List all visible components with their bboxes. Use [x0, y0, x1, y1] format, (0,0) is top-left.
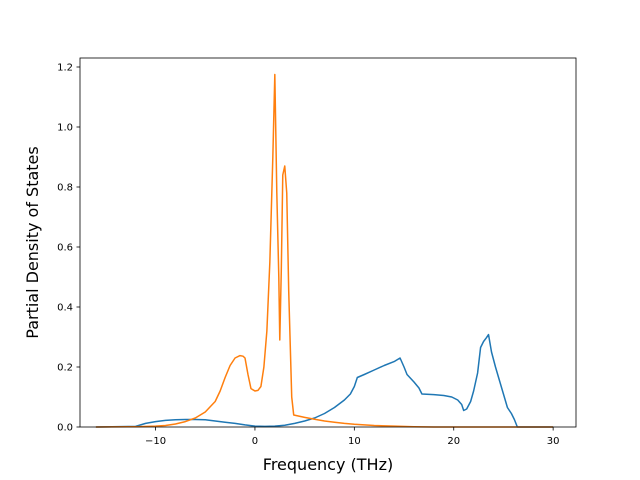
- x-tick-label: −10: [145, 436, 166, 447]
- y-axis-label: Partial Density of States: [23, 146, 42, 338]
- x-tick-label: 30: [547, 436, 560, 447]
- x-tick-label: 20: [447, 436, 460, 447]
- x-tick-label: 10: [348, 436, 361, 447]
- plot-frame: [79, 57, 577, 428]
- x-axis: −10 0 10 20 30: [145, 427, 560, 447]
- x-tick-label: 0: [252, 436, 258, 447]
- y-tick-label: 0.8: [57, 183, 73, 194]
- y-tick-label: 1.0: [57, 123, 73, 134]
- y-tick-label: 0.6: [57, 243, 73, 254]
- y-tick-label: 0.2: [57, 363, 73, 374]
- y-axis: 0.0 0.2 0.4 0.6 0.8 1.0 1.2: [57, 63, 80, 434]
- y-tick-label: 1.2: [57, 63, 73, 74]
- series-layer: [95, 73, 554, 428]
- x-axis-label: Frequency (THz): [263, 455, 393, 474]
- y-tick-label: 0.4: [57, 303, 73, 314]
- series-line-2: [95, 73, 554, 428]
- series-line-1: [95, 333, 554, 428]
- y-tick-label: 0.0: [57, 423, 73, 434]
